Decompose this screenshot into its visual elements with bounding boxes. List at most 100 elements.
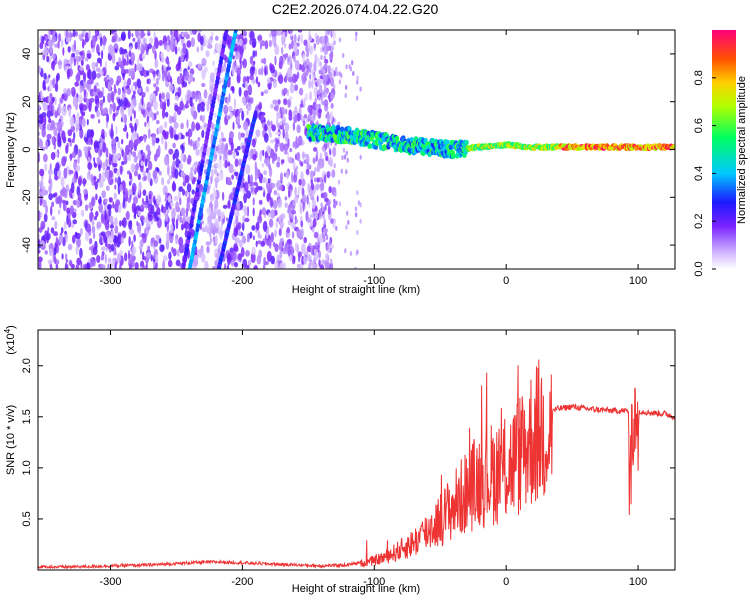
- noise-speckle: [235, 215, 239, 226]
- noise-speckle: [116, 106, 120, 111]
- noise-speckle: [106, 166, 111, 171]
- noise-speckle: [156, 86, 160, 93]
- noise-speckle: [299, 229, 303, 241]
- noise-speckle: [86, 223, 92, 233]
- noise-speckle: [301, 178, 306, 187]
- noise-speckle: [76, 237, 81, 248]
- noise-speckle: [158, 126, 163, 134]
- noise-speckle: [356, 190, 359, 196]
- noise-speckle: [56, 120, 63, 129]
- noise-speckle: [272, 79, 277, 89]
- noise-speckle: [133, 208, 138, 215]
- noise-speckle: [47, 227, 50, 233]
- spectrogram-x-label: Height of straight line (km): [292, 284, 420, 296]
- noise-speckle: [317, 89, 320, 95]
- noise-speckle: [277, 99, 281, 105]
- noise-speckle: [318, 158, 324, 169]
- noise-speckle: [220, 224, 223, 233]
- noise-speckle: [241, 145, 247, 150]
- noise-speckle: [228, 194, 231, 200]
- noise-speckle: [161, 92, 165, 100]
- noise-speckle: [143, 265, 147, 269]
- noise-speckle: [132, 151, 137, 158]
- noise-speckle: [101, 190, 106, 199]
- noise-speckle: [307, 39, 311, 49]
- noise-speckle: [244, 181, 249, 192]
- noise-speckle: [159, 244, 165, 253]
- noise-speckle: [76, 124, 80, 131]
- noise-speckle: [51, 216, 56, 221]
- noise-speckle: [292, 174, 298, 183]
- noise-speckle: [270, 255, 276, 265]
- noise-speckle: [316, 166, 319, 172]
- noise-speckle: [167, 60, 170, 67]
- noise-speckle: [277, 192, 280, 199]
- noise-speckle: [89, 97, 95, 103]
- noise-speckle: [117, 140, 121, 149]
- noise-speckle: [200, 253, 206, 263]
- noise-speckle: [226, 254, 232, 265]
- noise-speckle: [121, 161, 125, 166]
- noise-speckle: [252, 153, 257, 161]
- noise-speckle: [52, 104, 55, 115]
- noise-speckle: [48, 193, 53, 201]
- noise-speckle: [239, 239, 243, 248]
- noise-speckle: [134, 83, 137, 91]
- noise-speckle: [296, 112, 301, 122]
- noise-speckle: [149, 68, 154, 73]
- noise-speckle: [168, 175, 173, 180]
- noise-speckle: [345, 84, 348, 90]
- noise-speckle: [90, 114, 95, 119]
- noise-speckle: [179, 100, 184, 111]
- noise-speckle: [129, 46, 133, 51]
- noise-speckle: [119, 220, 122, 227]
- noise-speckle: [199, 221, 202, 230]
- noise-speckle: [356, 79, 359, 85]
- noise-speckle: [122, 152, 127, 162]
- noise-speckle: [149, 93, 153, 104]
- noise-speckle: [168, 148, 174, 155]
- noise-speckle: [211, 122, 214, 130]
- noise-speckle: [239, 45, 244, 55]
- noise-speckle: [81, 85, 85, 92]
- noise-speckle: [126, 210, 130, 221]
- noise-speckle: [130, 125, 134, 134]
- noise-speckle: [180, 122, 184, 130]
- noise-speckle: [227, 264, 230, 269]
- noise-speckle: [76, 112, 80, 120]
- noise-speckle: [137, 86, 142, 94]
- noise-speckle: [46, 55, 50, 63]
- noise-speckle: [65, 253, 68, 260]
- noise-speckle: [260, 114, 265, 122]
- noise-speckle: [255, 76, 259, 85]
- noise-speckle: [48, 248, 54, 257]
- noise-speckle: [99, 196, 102, 204]
- noise-speckle: [245, 250, 250, 257]
- noise-speckle: [154, 50, 157, 61]
- noise-speckle: [116, 253, 121, 263]
- noise-speckle: [65, 144, 69, 154]
- noise-speckle: [351, 60, 354, 66]
- y-tick-label: 1.0: [21, 460, 33, 475]
- noise-speckle: [237, 222, 242, 230]
- noise-speckle: [96, 221, 102, 229]
- noise-speckle: [168, 115, 173, 124]
- noise-speckle: [332, 30, 336, 40]
- colorbar-gradient: [712, 30, 736, 269]
- noise-speckle: [266, 120, 271, 126]
- noise-speckle: [260, 40, 266, 47]
- noise-speckle: [169, 233, 174, 244]
- noise-speckle: [122, 189, 126, 196]
- noise-speckle: [279, 221, 285, 229]
- noise-speckle: [98, 163, 101, 172]
- noise-speckle: [241, 110, 245, 121]
- noise-speckle: [210, 31, 214, 37]
- noise-speckle: [105, 246, 108, 252]
- noise-speckle: [268, 212, 272, 218]
- noise-speckle: [349, 251, 353, 256]
- noise-speckle: [182, 81, 188, 88]
- noise-speckle: [219, 154, 222, 161]
- noise-speckle: [308, 164, 312, 170]
- noise-speckle: [240, 132, 246, 138]
- noise-speckle: [342, 53, 345, 58]
